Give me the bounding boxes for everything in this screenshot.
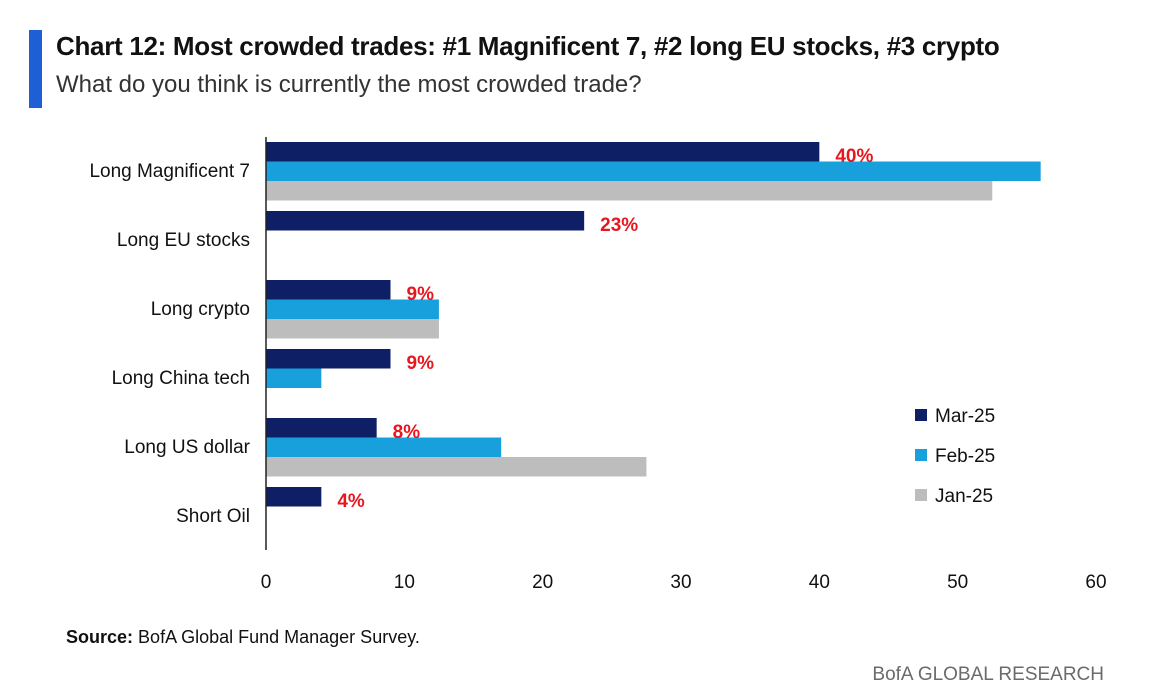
chart-subtitle: What do you think is currently the most … [56, 71, 642, 98]
bar-feb-25-3 [266, 299, 439, 319]
category-label: Long China tech [112, 368, 250, 389]
legend-swatch-mar-25 [915, 409, 927, 421]
x-tick-label: 40 [809, 572, 830, 593]
data-label: 4% [337, 491, 365, 512]
bar-mar-25-6 [266, 487, 322, 507]
category-label: Short Oil [176, 506, 250, 527]
legend-label: Mar-25 [935, 406, 995, 427]
bar-feb-25-5 [266, 437, 502, 457]
data-label: 8% [393, 422, 421, 443]
x-tick-label: 50 [947, 572, 968, 593]
title-accent-bar [29, 30, 42, 108]
legend-swatch-jan-25 [915, 489, 927, 501]
legend-swatch-feb-25 [915, 449, 927, 461]
bar-feb-25-1 [266, 161, 1041, 181]
chart-title: Chart 12: Most crowded trades: #1 Magnif… [56, 31, 1000, 61]
bar-mar-25-3 [266, 280, 391, 300]
data-label: 9% [407, 353, 435, 374]
bar-jan-25-1 [266, 181, 993, 201]
category-label: Long crypto [151, 299, 250, 320]
category-label: Long Magnificent 7 [89, 161, 250, 182]
legend-label: Jan-25 [935, 486, 993, 507]
bar-mar-25-5 [266, 418, 377, 438]
legend-label: Feb-25 [935, 446, 995, 467]
data-label: 40% [835, 146, 873, 167]
bar-mar-25-2 [266, 211, 585, 231]
data-label: 9% [407, 284, 435, 305]
brand-footer: BofA GLOBAL RESEARCH [872, 664, 1104, 685]
bar-mar-25-4 [266, 349, 391, 369]
x-tick-label: 30 [670, 572, 691, 593]
category-label: Long EU stocks [117, 230, 250, 251]
bar-jan-25-3 [266, 319, 439, 339]
category-label: Long US dollar [124, 437, 250, 458]
data-label: 23% [600, 215, 638, 236]
source-label: Source: [66, 627, 134, 647]
x-tick-label: 20 [532, 572, 553, 593]
source-note: Source: BofA Global Fund Manager Survey. [66, 627, 420, 648]
bar-mar-25-1 [266, 142, 820, 162]
source-text: BofA Global Fund Manager Survey. [138, 627, 420, 647]
bar-jan-25-5 [266, 457, 647, 477]
x-tick-label: 10 [394, 572, 415, 593]
x-tick-label: 0 [261, 572, 272, 593]
x-tick-label: 60 [1085, 572, 1106, 593]
bar-feb-25-4 [266, 368, 322, 388]
